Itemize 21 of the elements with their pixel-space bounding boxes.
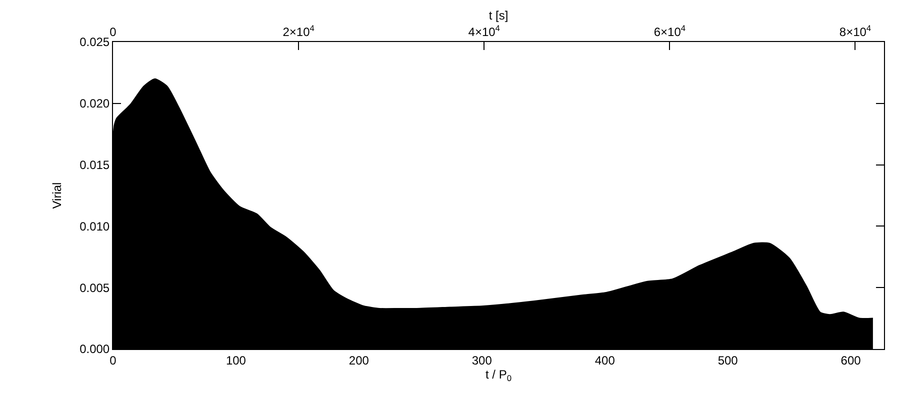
x2-tick-label: 8×10$^{4}$	[839, 23, 872, 40]
x2-tick-label: 6×10$^{4}$	[654, 23, 686, 40]
y-tick-label: 0.020	[80, 96, 110, 111]
x-tick-label: 0	[110, 353, 117, 368]
y-tick-label: 0.005	[80, 280, 110, 295]
x-axis-title: t / P$_{0}$	[485, 367, 512, 383]
y-tick-label: 0.015	[80, 158, 110, 172]
x2-tick-label: 4×10$^{4}$	[468, 23, 500, 40]
x-tick-label: 100	[226, 353, 246, 368]
y-tick-label: 0.000	[80, 342, 110, 356]
x-tick-label: 500	[718, 353, 738, 368]
x2-tick-label: 0	[110, 25, 117, 40]
x2-axis-title: t [s]	[488, 8, 508, 22]
y-tick-label: 0.025	[80, 35, 110, 50]
x-tick-label: 300	[472, 353, 492, 368]
x-tick-label: 200	[348, 353, 370, 368]
x-tick-label: 600	[840, 353, 862, 368]
y-axis-title: Virial	[50, 182, 64, 209]
x2-tick-label: 2×10$^{4}$	[282, 23, 315, 40]
y-tick-label: 0.010	[80, 219, 110, 234]
x-tick-label: 400	[594, 353, 616, 368]
